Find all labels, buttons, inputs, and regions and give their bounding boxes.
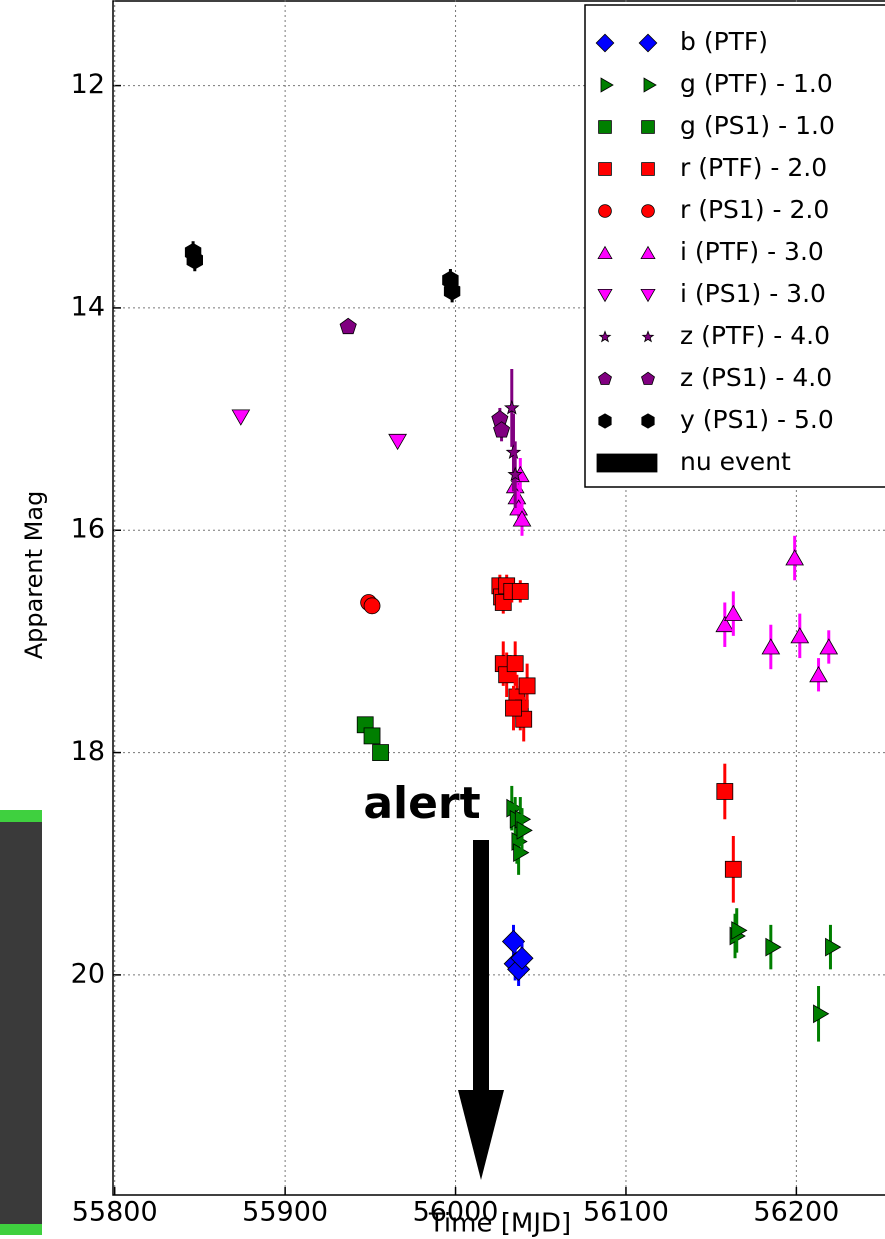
marker [643, 77, 657, 93]
cutout-bg [0, 810, 42, 1235]
cutout-image [0, 810, 42, 1235]
legend-label: z (PTF) - 4.0 [680, 321, 830, 350]
marker [809, 665, 828, 683]
marker [493, 421, 511, 438]
marker [339, 317, 357, 335]
marker [505, 699, 522, 717]
cutout-bar [0, 1224, 42, 1235]
y-tick-label: 20 [71, 958, 105, 989]
series [356, 716, 389, 761]
y-tick-label: 16 [71, 514, 105, 545]
legend-label: g (PTF) - 1.0 [680, 69, 833, 98]
marker [504, 399, 520, 415]
legend-label: b (PTF) [680, 27, 768, 56]
marker [596, 453, 658, 473]
marker [598, 413, 612, 429]
series [505, 457, 839, 692]
legend-label: z (PS1) - 4.0 [680, 363, 832, 392]
x-tick-label: 56000 [413, 1197, 499, 1228]
marker [388, 433, 407, 451]
marker [186, 250, 204, 270]
marker [819, 638, 839, 655]
marker [443, 281, 461, 301]
marker [641, 371, 655, 385]
annotation: alert [363, 778, 480, 829]
marker [598, 371, 612, 385]
legend-label: i (PS1) - 3.0 [680, 279, 826, 308]
series [506, 785, 842, 1042]
marker [231, 409, 251, 426]
marker [638, 33, 658, 53]
marker [761, 638, 781, 655]
series [231, 409, 407, 451]
marker [597, 288, 613, 303]
y-tick-label: 18 [71, 736, 105, 767]
marker [372, 744, 389, 761]
marker [640, 288, 656, 303]
legend-label: r (PS1) - 2.0 [680, 195, 829, 224]
series [491, 574, 742, 903]
series [184, 241, 461, 303]
annotation-arrowhead [458, 1090, 504, 1180]
x-tick-label: 56200 [753, 1197, 839, 1228]
series [339, 317, 511, 442]
marker [505, 444, 522, 460]
legend-label: r (PTF) - 2.0 [680, 153, 827, 182]
x-axis-label: Time [MJD] [428, 1209, 571, 1239]
marker [790, 627, 810, 644]
series [360, 594, 381, 615]
marker [641, 120, 655, 134]
marker [724, 604, 743, 621]
marker [716, 783, 734, 800]
series [504, 369, 523, 509]
marker [640, 245, 656, 260]
marker [641, 413, 655, 429]
marker [641, 162, 655, 176]
y-tick-label: 12 [71, 69, 105, 100]
marker [785, 549, 804, 566]
marker [600, 77, 614, 93]
legend-label: y (PS1) - 5.0 [680, 405, 834, 434]
y-axis-label: Apparent Mag [20, 491, 48, 660]
legend-label: g (PS1) - 1.0 [680, 111, 835, 140]
marker [510, 946, 534, 970]
x-tick-label: 56100 [583, 1197, 669, 1228]
marker [641, 330, 655, 343]
marker [825, 937, 842, 957]
marker [813, 1004, 830, 1024]
marker [595, 33, 615, 53]
marker [363, 597, 381, 615]
marker [598, 330, 612, 343]
cutout-bar [0, 810, 42, 822]
marker [598, 120, 612, 134]
marker [765, 937, 782, 957]
marker [597, 245, 613, 260]
marker [511, 582, 529, 600]
legend-box [584, 4, 885, 488]
series [501, 924, 534, 987]
y-tick-label: 14 [71, 291, 105, 322]
marker [641, 204, 655, 218]
marker [516, 821, 533, 840]
x-tick-label: 55900 [242, 1197, 328, 1228]
marker [518, 677, 536, 695]
marker [715, 615, 735, 633]
marker [506, 655, 524, 673]
plot-frame [112, 0, 885, 1196]
marker [507, 466, 523, 482]
legend-label: i (PTF) - 3.0 [680, 237, 824, 266]
marker [598, 162, 612, 176]
marker [512, 510, 532, 527]
marker [724, 860, 742, 878]
legend-label: nu event [680, 447, 791, 476]
marker [598, 204, 612, 218]
marker [501, 929, 526, 954]
x-tick-label: 55800 [72, 1197, 158, 1228]
marker [363, 727, 381, 745]
marker [731, 921, 748, 940]
